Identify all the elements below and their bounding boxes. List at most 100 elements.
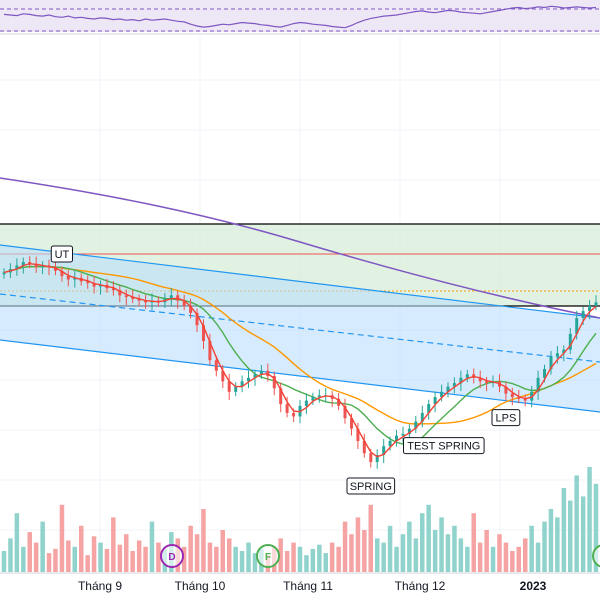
volume-bar <box>426 504 431 572</box>
volume-bar <box>400 534 406 572</box>
volume-bar <box>548 509 554 572</box>
event-marker-label: F <box>265 552 271 563</box>
volume-bar <box>445 534 451 572</box>
volume-bar <box>329 542 335 572</box>
annotation-lps[interactable]: LPS <box>491 409 521 427</box>
candle-body <box>343 405 347 419</box>
candle-body <box>414 421 418 429</box>
annotation-ut[interactable]: UT <box>50 245 73 263</box>
candle-body <box>182 300 186 306</box>
volume-bar <box>362 530 367 572</box>
volume-bar <box>188 525 193 572</box>
candle-body <box>337 398 341 406</box>
candle-body <box>317 395 321 398</box>
volume-bar <box>252 553 258 572</box>
event-marker-circle <box>160 544 184 568</box>
volume-bar <box>207 542 213 572</box>
volume-bar <box>420 513 425 572</box>
candle-body <box>311 397 315 401</box>
annotation-label: TEST SPRING <box>407 441 480 453</box>
annotation-box <box>346 477 396 495</box>
volume-bar <box>130 551 135 572</box>
candle-body <box>41 265 45 268</box>
volume-bar <box>297 546 303 572</box>
candle-body <box>543 369 546 378</box>
volume-bar <box>98 542 103 572</box>
descending-channel <box>0 244 600 413</box>
candle-body <box>517 397 521 399</box>
volume-bar <box>310 548 316 572</box>
candle-body <box>549 356 553 369</box>
volume-bar <box>79 525 84 572</box>
candle-body <box>388 440 392 447</box>
volume-bar <box>117 544 123 572</box>
candle-body <box>575 318 579 334</box>
candle-body <box>427 404 431 413</box>
candle-body <box>555 353 559 357</box>
candle-body <box>369 453 373 462</box>
volume-bar <box>407 521 412 572</box>
channel-mid-line <box>0 293 600 363</box>
candle-body <box>279 388 283 405</box>
event-marker-circle <box>592 544 600 568</box>
candle-body <box>356 428 360 441</box>
volume-bar <box>239 551 245 572</box>
volume-bar <box>233 546 238 572</box>
annotation-test-spring[interactable]: TEST SPRING <box>403 437 485 455</box>
volume-bar <box>46 553 52 572</box>
candle-body <box>214 360 218 371</box>
candle-body <box>73 277 77 280</box>
event-marker-d[interactable]: D <box>160 544 184 568</box>
candle-body <box>459 377 463 384</box>
annotation-label: SPRING <box>350 481 392 493</box>
volume-bar <box>111 517 116 572</box>
volume-bar <box>368 504 373 572</box>
candle-body <box>523 398 527 401</box>
volume-bar <box>14 513 20 572</box>
volume-bar <box>471 513 476 572</box>
candle-body <box>240 381 244 387</box>
candle-body <box>401 433 405 436</box>
volume-bar <box>574 475 579 572</box>
rsi-band-fill <box>0 0 600 32</box>
candle-body <box>478 377 482 382</box>
volume-bar <box>284 551 290 572</box>
volume-bar <box>580 496 586 572</box>
candle-body <box>111 288 115 291</box>
volume-bar <box>593 483 599 572</box>
wyckoff-annotations: UT SPRING TEST SPRING LPS <box>50 245 521 495</box>
volume-bar <box>490 546 496 572</box>
volume-bar <box>304 555 309 572</box>
volume-bar <box>59 504 65 572</box>
volume-bar <box>587 467 592 572</box>
volume-bar <box>156 542 161 572</box>
volume-bar <box>355 517 361 572</box>
candle-body <box>292 412 296 417</box>
candle-body <box>189 305 193 313</box>
candle-body <box>562 349 566 354</box>
candle-body <box>202 325 205 341</box>
volume-bar <box>40 521 45 572</box>
volume-bar <box>561 488 567 572</box>
candle-body <box>568 333 572 350</box>
candle-body <box>485 381 489 384</box>
volume-bar <box>381 542 386 572</box>
event-marker-partial[interactable] <box>592 544 600 568</box>
volume-bar <box>181 546 187 572</box>
candle-body <box>227 381 231 392</box>
candle-body <box>452 383 456 387</box>
candle-body <box>285 404 289 413</box>
volume-bar <box>336 546 341 572</box>
volume-bar <box>503 542 509 572</box>
annotation-spring[interactable]: SPRING <box>346 477 396 495</box>
time-axis-label: Tháng 9 <box>78 579 122 593</box>
candle-body <box>234 386 238 392</box>
annotation-box <box>491 409 521 427</box>
event-marker-f[interactable]: F <box>256 544 280 568</box>
candle-body <box>15 265 19 269</box>
volume-bar <box>477 542 483 572</box>
annotation-label: LPS <box>496 413 517 425</box>
candle-body <box>272 376 276 389</box>
